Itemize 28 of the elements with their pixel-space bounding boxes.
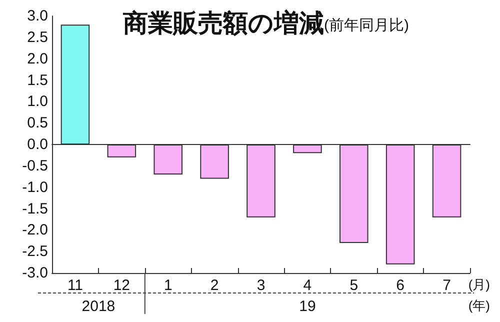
x-tick-label: 12 bbox=[113, 277, 130, 294]
x-tick-label: 11 bbox=[67, 277, 84, 294]
y-tick-label: -1.5 bbox=[22, 200, 48, 218]
x-tick-label: 2 bbox=[210, 277, 219, 294]
y-tick-label: 0.5 bbox=[27, 114, 48, 132]
text: 19 bbox=[299, 298, 316, 315]
x-axis-title: (月) bbox=[468, 277, 490, 292]
y-tick-label: -1.0 bbox=[22, 178, 48, 196]
y-tick-label: -3.0 bbox=[22, 264, 48, 282]
y-tick-label: -2.5 bbox=[22, 243, 48, 260]
x-tick-label: 5 bbox=[350, 277, 358, 294]
y-tick-label: 2.0 bbox=[27, 50, 48, 68]
x-tick-label: 4 bbox=[303, 277, 312, 294]
x-tick-label: 1 bbox=[164, 277, 172, 294]
x-tick-label: 3 bbox=[256, 277, 266, 294]
text: (年) bbox=[468, 298, 490, 313]
y-tick-label: 1.5 bbox=[27, 72, 48, 89]
y-tick-label: 2.5 bbox=[27, 28, 48, 46]
y-tick-label: 0.0 bbox=[27, 136, 48, 153]
chart-title: 商業販売額の増減 bbox=[122, 8, 324, 38]
chart-subtitle: (前年同月比) bbox=[324, 17, 409, 34]
x-tick-label: 6 bbox=[396, 277, 405, 294]
text: 2018 bbox=[82, 298, 116, 315]
y-tick-label: -0.5 bbox=[22, 157, 48, 174]
y-tick-label: 3.0 bbox=[27, 8, 48, 24]
y-tick-label: 1.0 bbox=[27, 93, 48, 110]
y-tick-label: -2.0 bbox=[22, 222, 48, 239]
x-tick-label: 7 bbox=[442, 277, 451, 294]
